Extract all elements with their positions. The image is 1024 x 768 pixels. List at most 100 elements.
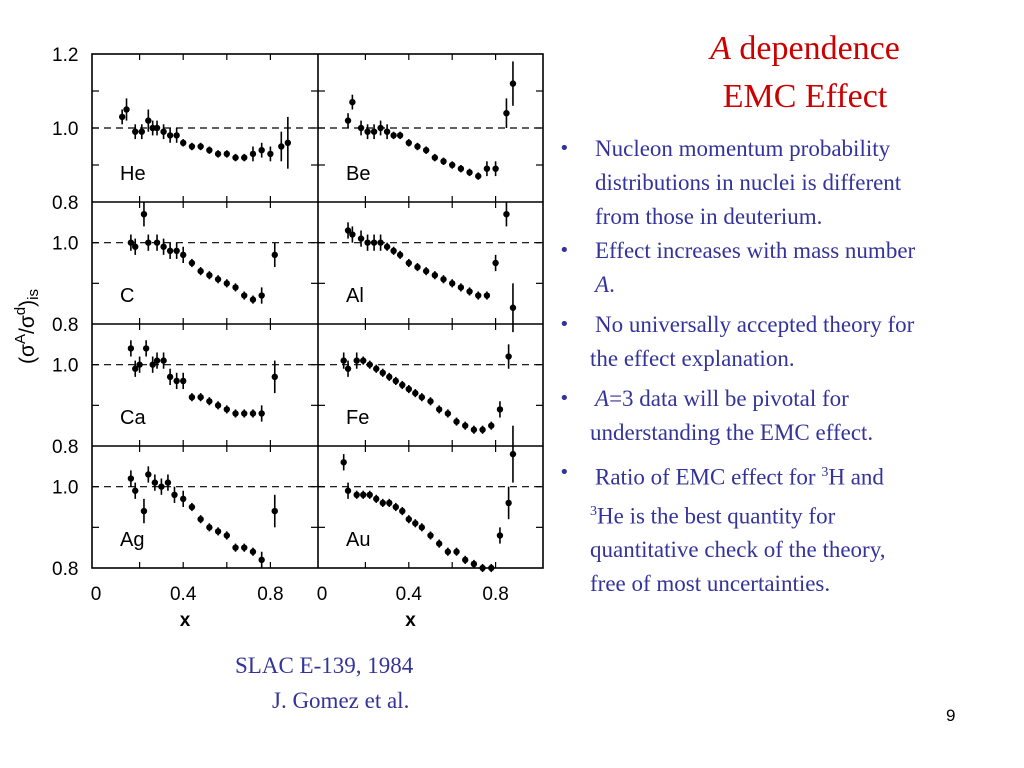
y-axis-label-part: (σ — [16, 344, 39, 364]
data-point-au — [353, 491, 360, 498]
bullet-5-text-a: Ratio of EMC effect for — [595, 464, 822, 490]
data-point-au — [427, 532, 434, 539]
data-point-al — [364, 239, 371, 246]
data-point-ca — [132, 365, 139, 372]
bullet-marker: • — [559, 462, 570, 483]
panel-label-c: C — [120, 285, 134, 307]
data-point-be — [396, 132, 404, 139]
y-axis-label-part: is — [25, 289, 42, 300]
y-axis-label-part: A — [12, 334, 29, 344]
bullet-4-rest: =3 data will be pivotal for — [609, 386, 849, 411]
bullet-5-line-2: 3He is the best quantity for — [555, 495, 1005, 534]
data-point-al — [457, 284, 465, 291]
data-point-fe — [366, 361, 373, 368]
data-point-au — [379, 499, 386, 507]
slide-title-line2: EMC Effect — [722, 78, 888, 115]
data-point-be — [457, 165, 465, 172]
data-point-au — [405, 516, 412, 523]
data-point-au — [435, 540, 443, 547]
data-point-ag — [132, 487, 139, 494]
data-point-ag — [214, 528, 222, 535]
x-tick-label: 0.8 — [257, 584, 283, 605]
data-point-fe — [488, 422, 495, 429]
data-point-au — [412, 520, 419, 527]
data-point-c — [223, 280, 230, 287]
data-point-c — [166, 247, 174, 254]
data-point-be — [509, 80, 517, 87]
data-point-be — [466, 169, 473, 176]
data-point-he — [166, 132, 174, 139]
data-point-al — [349, 231, 356, 238]
title-rest: dependence — [730, 30, 900, 67]
data-point-be — [370, 128, 378, 135]
data-point-au — [462, 556, 469, 564]
caption-line-2: J. Gomez et al. — [272, 688, 410, 713]
data-point-ca — [249, 410, 257, 417]
y-tick-label: 0.8 — [52, 315, 78, 336]
data-point-au — [444, 548, 452, 555]
data-point-au — [366, 491, 373, 498]
data-point-au — [496, 532, 504, 539]
data-point-fe — [379, 369, 386, 376]
x-tick-label: 0 — [317, 584, 328, 605]
data-point-c — [258, 292, 265, 299]
bullet-marker: • — [559, 314, 570, 335]
data-point-ca — [142, 345, 150, 352]
y-axis-label-part: /σ — [16, 315, 39, 334]
x-axis-label: x — [180, 610, 191, 630]
bullet-marker: • — [559, 138, 570, 159]
data-point-fe — [386, 373, 393, 381]
data-point-fe — [453, 418, 460, 425]
bullet-marker: • — [559, 388, 570, 409]
data-point-au — [418, 524, 426, 531]
data-point-he — [188, 143, 196, 150]
data-point-fe — [509, 304, 517, 311]
data-point-al — [357, 235, 365, 242]
data-point-al — [466, 288, 473, 295]
bullet-5-sup-2: 3 — [590, 503, 597, 519]
data-point-ca — [223, 406, 230, 413]
bullet-1-line-2: distributions in nuclei is different — [595, 170, 902, 195]
data-point-al — [475, 292, 482, 299]
bullet-3-line-2: the effect explanation. — [590, 346, 795, 371]
y-axis-label-part: d — [12, 307, 29, 315]
y-tick-label: 1.0 — [52, 234, 78, 255]
data-point-fe — [427, 398, 434, 405]
data-point-c — [206, 272, 213, 279]
data-point-au — [373, 495, 380, 503]
data-point-ca — [271, 373, 278, 381]
data-point-c — [197, 267, 204, 275]
x-axis-label: x — [405, 610, 416, 630]
y-tick-label: 0.8 — [52, 437, 78, 458]
y-tick-label: 0.8 — [52, 193, 78, 214]
bullet-item-2: • Effect increases with mass number A. — [555, 234, 1005, 302]
data-point-be — [483, 165, 491, 172]
data-point-fe — [505, 353, 512, 360]
bullet-4-italic-a: A — [595, 386, 610, 411]
data-point-ag — [188, 503, 196, 511]
y-axis-label-part: ) — [16, 300, 39, 307]
bullet-1-line-3: from those in deuterium. — [595, 204, 823, 229]
data-point-au — [479, 564, 486, 572]
y-tick-label: 1.2 — [52, 45, 78, 66]
x-tick-label: 0.4 — [396, 584, 423, 605]
data-point-ca — [136, 361, 143, 368]
data-point-c — [173, 247, 180, 254]
bullet-2-line-1: Effect increases with mass number — [595, 238, 916, 263]
data-point-he — [223, 150, 230, 158]
data-point-ag — [223, 532, 230, 539]
panel-label-al: Al — [346, 285, 364, 307]
data-point-ca — [258, 410, 265, 417]
data-point-ag — [197, 516, 204, 523]
data-point-ca — [188, 394, 196, 401]
data-point-be — [357, 124, 365, 132]
bullet-4-line-1: A=3 data will be pivotal for — [555, 382, 1005, 416]
data-point-be — [364, 128, 371, 135]
data-point-c — [249, 296, 257, 303]
bullet-2-line-2: A. — [555, 268, 1005, 302]
data-point-ag — [127, 475, 135, 482]
y-tick-label: 1.0 — [52, 478, 78, 499]
bullet-2-italic-a: A — [595, 272, 610, 297]
data-point-he — [241, 154, 248, 161]
data-point-fe — [470, 426, 478, 433]
